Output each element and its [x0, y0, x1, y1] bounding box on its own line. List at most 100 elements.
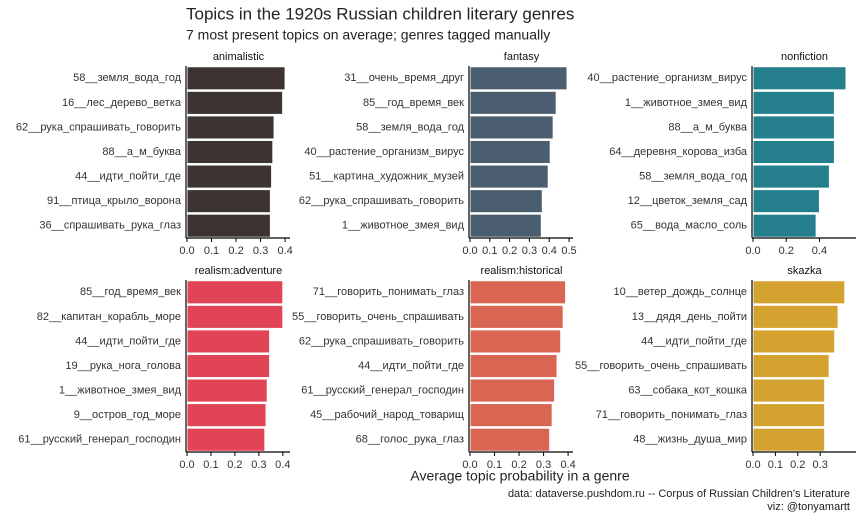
y-tick-label: 68__голос_рука_глаз [356, 434, 464, 446]
x-tick-label: 0.4 [275, 459, 290, 471]
bar [186, 66, 286, 91]
y-tick-label: 12__цветок_земля_сад [628, 195, 748, 207]
y-tick-label: 55__говорить_очень_спрашивать [292, 311, 464, 323]
bar [186, 115, 275, 140]
bar [752, 189, 820, 214]
bar [469, 90, 557, 115]
y-tick-label: 88__а_м_буква [102, 146, 181, 158]
bar [469, 304, 564, 329]
x-tick-label: 0.4 [277, 245, 292, 257]
x-tick-label: 0.1 [204, 245, 219, 257]
bar [752, 304, 839, 329]
x-tick-label: 0.0 [179, 245, 194, 257]
y-tick-label: 45__рабочий_народ_товарищ [310, 409, 464, 421]
bar [186, 280, 284, 305]
bar [752, 139, 835, 165]
y-tick-label: 44__идти_пойти_где [75, 335, 181, 347]
bar [469, 403, 553, 428]
x-tick-label: 0.3 [813, 459, 828, 471]
y-tick-label: 31__очень_время_друг [344, 72, 464, 84]
panel-title: realism:adventure [195, 265, 282, 277]
bar [186, 353, 271, 379]
bar [469, 378, 556, 403]
y-tick-label: 62__рука_спрашивать_говорить [299, 195, 464, 207]
y-tick-label: 58__земля_вода_год [73, 72, 181, 84]
y-tick-label: 16__лес_дерево_ветка [62, 97, 182, 109]
x-tick-label: 0.2 [779, 245, 794, 257]
x-tick-label: 0.3 [522, 245, 537, 257]
y-tick-label: 71__говорить_понимать_глаз [313, 286, 464, 298]
x-tick-label: 0.1 [487, 459, 502, 471]
bar [469, 66, 568, 91]
panel-title: nonfiction [781, 51, 828, 63]
y-tick-label: 55__говорить_очень_спрашивать [575, 360, 747, 372]
bar [752, 353, 830, 379]
x-tick-label: 0.1 [768, 459, 783, 471]
y-tick-label: 1__животное_змея_вид [342, 220, 465, 232]
x-tick-label: 0.0 [179, 459, 194, 471]
panel-title: realism:historical [481, 265, 563, 277]
x-tick-label: 0.2 [228, 245, 243, 257]
y-tick-label: 62__рука_спрашивать_говорить [299, 335, 464, 347]
y-tick-label: 44__идти_пойти_где [358, 360, 464, 372]
caption: data: dataverse.pushdom.ru -- Corpus of … [508, 488, 850, 500]
bar [186, 427, 266, 452]
x-tick-label: 0.2 [790, 459, 805, 471]
panel-title: fantasy [504, 51, 540, 63]
y-tick-label: 64__деревня_корова_изба [609, 146, 748, 158]
x-tick-label: 0.3 [253, 245, 268, 257]
bar [186, 378, 268, 403]
y-tick-label: 63__собака_кот_кошка [628, 384, 748, 396]
bar [752, 66, 847, 91]
y-tick-label: 40__растение_организм_вирус [587, 72, 747, 84]
x-tick-label: 0.4 [560, 459, 575, 471]
y-tick-label: 65__вода_масло_соль [631, 220, 748, 232]
y-tick-label: 44__идти_пойти_где [641, 335, 747, 347]
bar [186, 304, 284, 329]
bar [469, 353, 558, 379]
x-tick-label: 0.3 [536, 459, 551, 471]
bar [752, 164, 830, 189]
x-tick-label: 0.2 [227, 459, 242, 471]
y-tick-label: 40__растение_организм_вирус [304, 146, 464, 158]
bar [186, 90, 284, 115]
x-tick-label: 0.0 [462, 459, 477, 471]
y-tick-label: 61__русский_генерал_господин [301, 384, 464, 396]
x-tick-label: 0.2 [511, 459, 526, 471]
bar [469, 189, 543, 214]
x-tick-label: 0.1 [482, 245, 497, 257]
y-tick-label: 44__идти_пойти_где [75, 170, 181, 182]
bar [752, 403, 826, 428]
y-tick-label: 10__ветер_дождь_солнце [613, 286, 747, 298]
bar [186, 164, 273, 189]
chart-subtitle: 7 most present topics on average; genres… [186, 27, 550, 43]
bar [752, 378, 826, 403]
panel-title: animalistic [213, 51, 265, 63]
bar [752, 329, 836, 354]
chart-title: Topics in the 1920s Russian children lit… [186, 4, 574, 23]
y-tick-label: 1__животное_змея_вид [625, 97, 748, 109]
bar [752, 427, 826, 452]
x-tick-label: 0.0 [745, 245, 760, 257]
bar [469, 280, 567, 305]
y-tick-label: 82__капитан_корабль_море [37, 311, 181, 323]
y-tick-label: 85__год_время_век [363, 97, 464, 109]
bar [186, 189, 271, 214]
bar [469, 115, 554, 140]
y-tick-label: 71__говорить_понимать_глаз [596, 409, 747, 421]
y-tick-label: 58__земля_вода_год [639, 170, 747, 182]
x-tick-label: 0.3 [251, 459, 266, 471]
x-tick-label: 0.0 [745, 459, 760, 471]
bar [752, 115, 835, 140]
y-tick-label: 1__животное_змея_вид [59, 384, 182, 396]
bar [186, 139, 274, 165]
bar [469, 329, 562, 354]
x-tick-label: 0.4 [542, 245, 557, 257]
x-tick-label: 0.5 [561, 245, 576, 257]
y-tick-label: 91__птица_крыло_ворона [47, 195, 182, 207]
bar [752, 213, 817, 238]
bar [752, 280, 846, 305]
y-tick-label: 19__рука_нога_голова [65, 360, 181, 372]
bar [469, 164, 549, 189]
